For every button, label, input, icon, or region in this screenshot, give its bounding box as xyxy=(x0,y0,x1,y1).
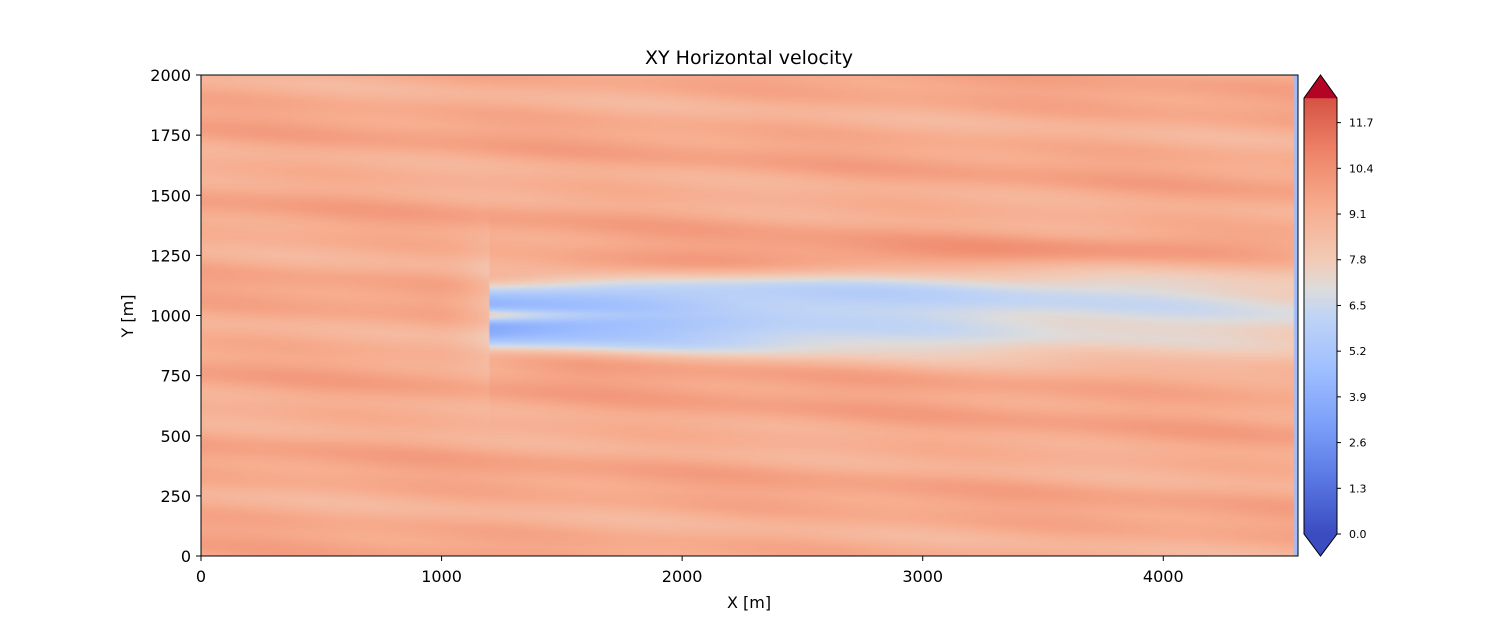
y-tick-label: 1250 xyxy=(150,246,191,265)
colorbar-tick-label: 2.6 xyxy=(1349,437,1367,450)
colorbar-tick-label: 11.7 xyxy=(1349,117,1374,130)
y-tick-label: 750 xyxy=(160,367,191,386)
x-tick-label: 2000 xyxy=(662,567,703,586)
y-axis-label: Y [m] xyxy=(118,295,137,339)
chart-title: XY Horizontal velocity xyxy=(645,47,853,69)
y-tick-label: 1000 xyxy=(150,307,191,326)
y-tick-label: 1500 xyxy=(150,186,191,205)
colorbar-ticks: 0.0 1.3 2.6 3.9 5.2 6.5 7.8 9.1 10.4 11.7 xyxy=(1337,117,1374,541)
colorbar-body xyxy=(1304,98,1337,534)
x-tick-label: 4000 xyxy=(1143,567,1184,586)
x-axis: 0 1000 2000 3000 4000 xyxy=(196,556,1184,586)
x-tick-label: 3000 xyxy=(902,567,943,586)
y-tick-label: 250 xyxy=(160,487,191,506)
colorbar-tick-label: 0.0 xyxy=(1349,528,1367,541)
colorbar-extend-max xyxy=(1303,74,1338,99)
y-tick-label: 1750 xyxy=(150,126,191,145)
colorbar-tick-label: 9.1 xyxy=(1349,208,1367,221)
velocity-field xyxy=(201,75,1298,556)
colorbar-extend-min xyxy=(1303,533,1338,557)
colorbar-tick-label: 6.5 xyxy=(1349,299,1367,312)
y-axis: 0 250 500 750 1000 1250 1500 1750 2000 xyxy=(150,66,201,566)
colorbar-tick-label: 7.8 xyxy=(1349,254,1367,267)
colorbar: 0.0 1.3 2.6 3.9 5.2 6.5 7.8 9.1 10.4 11.7 xyxy=(1303,74,1374,557)
x-tick-label: 0 xyxy=(196,567,206,586)
colorbar-tick-label: 10.4 xyxy=(1349,162,1374,175)
y-tick-label: 500 xyxy=(160,427,191,446)
colorbar-tick-label: 1.3 xyxy=(1349,482,1367,495)
colorbar-tick-label: 5.2 xyxy=(1349,345,1367,358)
y-tick-label: 0 xyxy=(181,547,191,566)
x-tick-label: 1000 xyxy=(421,567,462,586)
colorbar-tick-label: 3.9 xyxy=(1349,391,1367,404)
plot-area xyxy=(200,74,1299,557)
y-tick-label: 2000 xyxy=(150,66,191,85)
x-axis-label: X [m] xyxy=(727,593,771,612)
